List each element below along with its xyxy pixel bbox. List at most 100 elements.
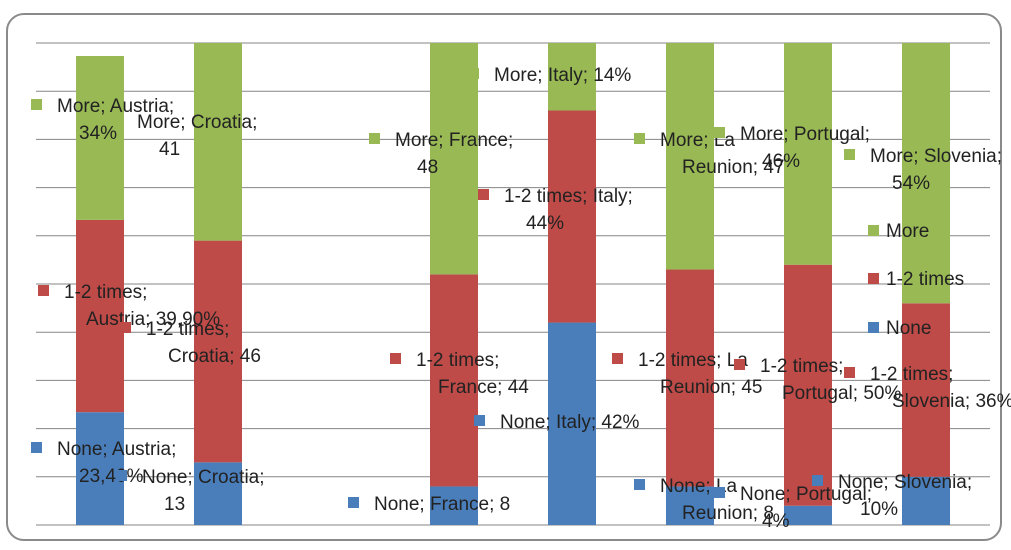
data-label-line: None; Slovenia; xyxy=(838,472,972,493)
bar-more-la-reunion xyxy=(666,43,714,270)
data-label-line: Slovenia; 36% xyxy=(892,391,1011,412)
bar-1-2-times-france xyxy=(430,274,478,487)
bar-none-slovenia xyxy=(902,476,950,525)
data-label-line: None; La xyxy=(660,476,738,497)
data-label-line: None; Croatia; xyxy=(142,467,265,488)
data-label-key-1-2-times-austria xyxy=(38,285,49,296)
bar-1-2-times-portugal xyxy=(784,264,832,506)
data-label-1-2-times-italy: 1-2 times; Italy; 44% xyxy=(504,186,633,234)
data-label-line: 1-2 times; La xyxy=(638,350,748,371)
data-label-none-croatia: None; Croatia; 13 xyxy=(142,467,265,515)
data-label-line: 54% xyxy=(892,173,930,194)
data-label-key-none-croatia xyxy=(116,470,127,481)
data-label-line: Austria; 39,90% xyxy=(86,309,220,330)
data-label-1-2-times-austria: 1-2 times; Austria; 39,90% xyxy=(64,282,220,330)
data-label-line: 44% xyxy=(526,213,564,234)
data-label-line: None; Austria; xyxy=(57,439,176,460)
bar-none-portugal xyxy=(784,505,832,525)
bar-none-italy xyxy=(548,322,596,525)
bar-more-croatia xyxy=(194,43,242,241)
legend-label-none: None xyxy=(886,318,931,339)
bar-1-2-times-italy xyxy=(548,110,596,323)
data-label-key-more-la-reunion xyxy=(634,133,645,144)
data-label-key-1-2-times-croatia xyxy=(120,322,131,333)
data-label-line: 10% xyxy=(860,499,898,520)
data-label-more-croatia: More; Croatia; 41 xyxy=(137,112,257,160)
data-label-key-none-portugal xyxy=(714,487,725,498)
data-label-none-austria: None; Austria; 23,40% xyxy=(57,439,176,487)
data-label-line: 1-2 times; xyxy=(146,319,229,340)
data-label-line: Croatia; 46 xyxy=(168,346,261,367)
data-label-key-none-la-reunion xyxy=(634,479,645,490)
data-label-line: Reunion; 8 xyxy=(682,503,774,524)
data-label-line: More; Italy; 14% xyxy=(494,65,631,86)
data-label-none-portugal: None; Portugal; 4% xyxy=(740,484,872,532)
data-label-line: 46% xyxy=(762,151,800,172)
data-label-line: Reunion; 47 xyxy=(682,157,784,178)
legend-key-1-2-times xyxy=(868,273,879,284)
bar-more-portugal xyxy=(784,43,832,265)
data-label-1-2-times-la-reunion: 1-2 times; La Reunion; 45 xyxy=(638,350,762,398)
data-label-key-1-2-times-france xyxy=(390,353,401,364)
data-label-line: None; Portugal; xyxy=(740,484,872,505)
data-label-line: 34% xyxy=(79,123,117,144)
data-label-1-2-times-croatia: 1-2 times; Croatia; 46 xyxy=(146,319,261,367)
data-label-key-none-italy xyxy=(474,415,485,426)
data-label-line: More; Croatia; xyxy=(137,112,257,133)
data-label-more-portugal: More; Portugal; 46% xyxy=(740,124,870,172)
data-label-line: More; Portugal; xyxy=(740,124,870,145)
legend-key-none xyxy=(868,322,879,333)
data-label-more-austria: More; Austria; 34% xyxy=(57,96,174,144)
data-label-key-1-2-times-la-reunion xyxy=(612,353,623,364)
bar-1-2-times-la-reunion xyxy=(666,269,714,487)
data-label-line: More; France; xyxy=(395,130,513,151)
bar-none-croatia xyxy=(194,462,242,525)
bar-more-italy xyxy=(548,43,596,111)
data-label-1-2-times-portugal: 1-2 times; Portugal; 50% xyxy=(760,356,901,404)
data-label-none-france: None; France; 8 xyxy=(374,494,510,515)
legend-label-1-2-times: 1-2 times xyxy=(886,269,964,290)
data-label-line: Portugal; 50% xyxy=(782,383,901,404)
legend-label-more: More xyxy=(886,221,929,242)
data-label-key-more-austria xyxy=(31,99,42,110)
bar-none-la-reunion xyxy=(666,486,714,525)
data-label-1-2-times-france: 1-2 times; France; 44 xyxy=(416,350,529,398)
data-label-line: 1-2 times; xyxy=(64,282,147,303)
bar-none-france xyxy=(430,486,478,525)
bar-more-france xyxy=(430,43,478,275)
data-label-line: 1-2 times; xyxy=(416,350,499,371)
data-label-line: 1-2 times; xyxy=(870,364,953,385)
data-label-key-more-italy xyxy=(468,68,479,79)
data-label-line: 13 xyxy=(164,494,185,515)
data-label-line: 4% xyxy=(762,511,790,532)
data-label-line: 23,40% xyxy=(79,466,144,487)
bar-none-austria xyxy=(76,412,124,525)
data-label-line: 1-2 times; Italy; xyxy=(504,186,633,207)
data-label-line: More; Slovenia; xyxy=(870,146,1002,167)
data-label-key-more-slovenia xyxy=(844,149,855,160)
bar-1-2-times-slovenia xyxy=(902,303,950,477)
data-label-key-more-croatia xyxy=(111,115,122,126)
data-label-none-slovenia: None; Slovenia; 10% xyxy=(838,472,972,520)
data-label-more-slovenia: More; Slovenia; 54% xyxy=(870,146,1002,194)
data-label-more-italy: More; Italy; 14% xyxy=(494,65,631,86)
data-label-line: 1-2 times; xyxy=(760,356,843,377)
data-label-1-2-times-slovenia: 1-2 times; Slovenia; 36% xyxy=(870,364,1011,412)
data-label-line: France; 44 xyxy=(438,377,529,398)
data-label-line: 48 xyxy=(417,157,438,178)
data-label-key-more-portugal xyxy=(714,127,725,138)
bar-1-2-times-croatia xyxy=(194,240,242,463)
bar-more-slovenia xyxy=(902,43,950,304)
bar-1-2-times-austria xyxy=(76,219,124,413)
legend-key-more xyxy=(868,225,879,236)
data-label-key-none-france xyxy=(348,497,359,508)
data-label-key-more-france xyxy=(369,133,380,144)
data-label-key-1-2-times-slovenia xyxy=(844,367,855,378)
chart-area xyxy=(6,13,1002,541)
data-label-key-none-austria xyxy=(31,442,42,453)
data-label-line: More; Austria; xyxy=(57,96,174,117)
data-label-line: Reunion; 45 xyxy=(660,377,762,398)
data-label-line: 41 xyxy=(159,139,180,160)
data-label-line: None; France; 8 xyxy=(374,494,510,515)
